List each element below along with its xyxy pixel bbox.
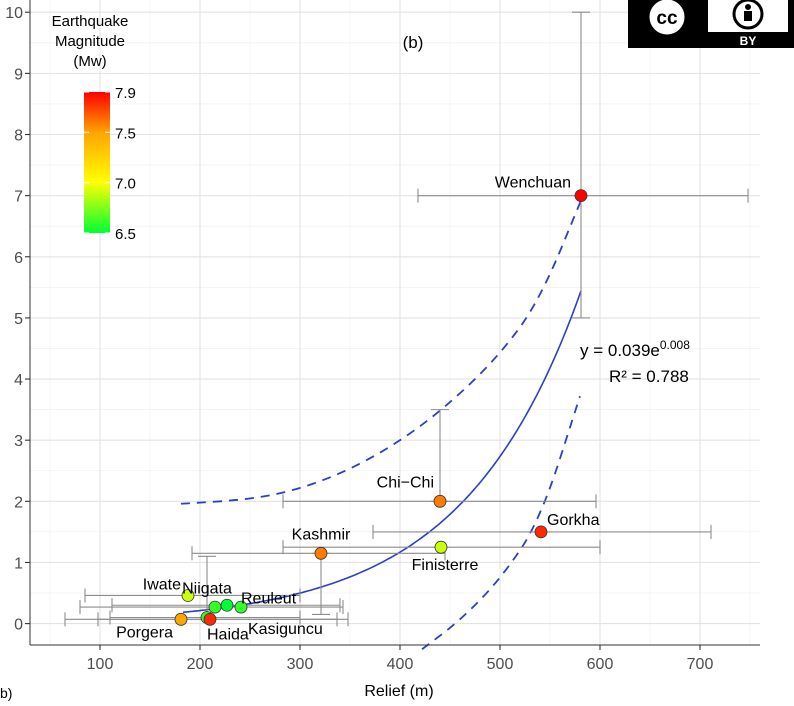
colorbar-title-line-1: Earthquake — [52, 13, 129, 30]
y-tick-label: 3 — [14, 433, 23, 450]
data-point — [203, 612, 217, 626]
point-labels-layer: Wenchuan Chi−Chi Gorkha Kashmir Finisterre Iw… — [116, 175, 599, 644]
point-label: Porgera — [116, 624, 173, 641]
point-label: Haida — [207, 626, 249, 643]
point-label: Iwate — [143, 576, 181, 593]
y-tick-label: 5 — [14, 311, 23, 328]
confidence-band-upper — [180, 195, 584, 505]
point-label: Chi−Chi — [377, 474, 434, 491]
data-point — [433, 494, 447, 508]
y-tick-label: 6 — [14, 250, 23, 267]
exponential-fit-curve — [182, 290, 582, 614]
panel-label: (b) — [403, 33, 424, 52]
y-tick-label: 2 — [14, 494, 23, 511]
x-tick-label: 100 — [87, 656, 114, 673]
data-point — [314, 546, 328, 560]
confidence-band-lower — [421, 395, 581, 650]
data-point — [181, 589, 195, 602]
point-label: Finisterre — [412, 557, 479, 574]
data-point — [574, 189, 588, 203]
fit-equation-base: y = 0.039e — [580, 341, 660, 360]
colorbar-tick-label: 7.0 — [115, 176, 136, 193]
y-tick-label: 9 — [14, 66, 23, 83]
point-label: Gorkha — [547, 512, 600, 529]
fit-curve-layer — [182, 290, 582, 614]
person-body-icon — [744, 11, 752, 21]
y-tick-label: 1 — [14, 555, 23, 572]
point-label: Kashmir — [292, 526, 351, 543]
y-tick-label: 0 — [14, 617, 23, 634]
person-head-icon — [745, 4, 751, 10]
y-tick-label: 10 — [5, 5, 23, 22]
x-tick-label: 300 — [287, 656, 314, 673]
cc-icon-text: cc — [656, 8, 678, 29]
point-label: Reuleut — [241, 590, 297, 607]
data-point — [208, 600, 222, 614]
colorbar-legend: Earthquake Magnitude (Mw) 6.5 7.0 7.5 7.9 — [52, 13, 136, 243]
x-tick-label: 500 — [487, 656, 514, 673]
colorbar-tick-label: 7.5 — [115, 125, 136, 142]
data-point — [534, 525, 548, 539]
confidence-band-layer — [180, 195, 584, 650]
point-label: Niigata — [182, 580, 232, 597]
colorbar-gradient — [84, 92, 110, 233]
colorbar-ticks: 6.5 7.0 7.5 7.9 — [84, 85, 136, 243]
data-point — [434, 540, 448, 554]
y-tick-label: 8 — [14, 128, 23, 145]
colorbar-tick-label: 6.5 — [115, 226, 136, 243]
by-label: BY — [740, 34, 757, 48]
data-point — [234, 600, 248, 614]
fit-r-squared: R² = 0.788 — [609, 367, 689, 386]
y-tick-label: 7 — [14, 189, 23, 206]
colorbar-tick-label: 7.9 — [115, 85, 136, 102]
data-point — [174, 612, 188, 626]
fit-equation-exponent: 0.008 — [660, 338, 690, 352]
fit-equation: y = 0.039e0.008 — [580, 338, 690, 360]
x-tick-label: 200 — [187, 656, 214, 673]
y-tick-label: 4 — [14, 372, 23, 389]
point-label: Wenchuan — [495, 175, 571, 192]
y-axis-fragment: b) — [0, 685, 12, 701]
cc-circle-icon — [646, 0, 688, 38]
data-points-layer — [174, 189, 588, 626]
grid-layer — [30, 0, 760, 645]
colorbar-title-line-2: Magnitude — [55, 33, 125, 50]
cc-by-license-badge[interactable]: cc BY — [628, 0, 794, 48]
error-bars-layer — [64, 11, 749, 627]
point-label: Kasiguncu — [248, 621, 323, 638]
data-point — [220, 598, 234, 612]
x-axis-label: Relief (m) — [364, 683, 433, 700]
colorbar-title-line-3: (Mw) — [73, 53, 106, 70]
x-tick-label: 400 — [387, 656, 414, 673]
x-tick-label: 600 — [587, 656, 614, 673]
axes-layer: 100 200 300 400 500 600 700 0 1 2 3 4 5 6 7 8 9 10 — [5, 0, 760, 673]
x-tick-label: 700 — [687, 656, 714, 673]
